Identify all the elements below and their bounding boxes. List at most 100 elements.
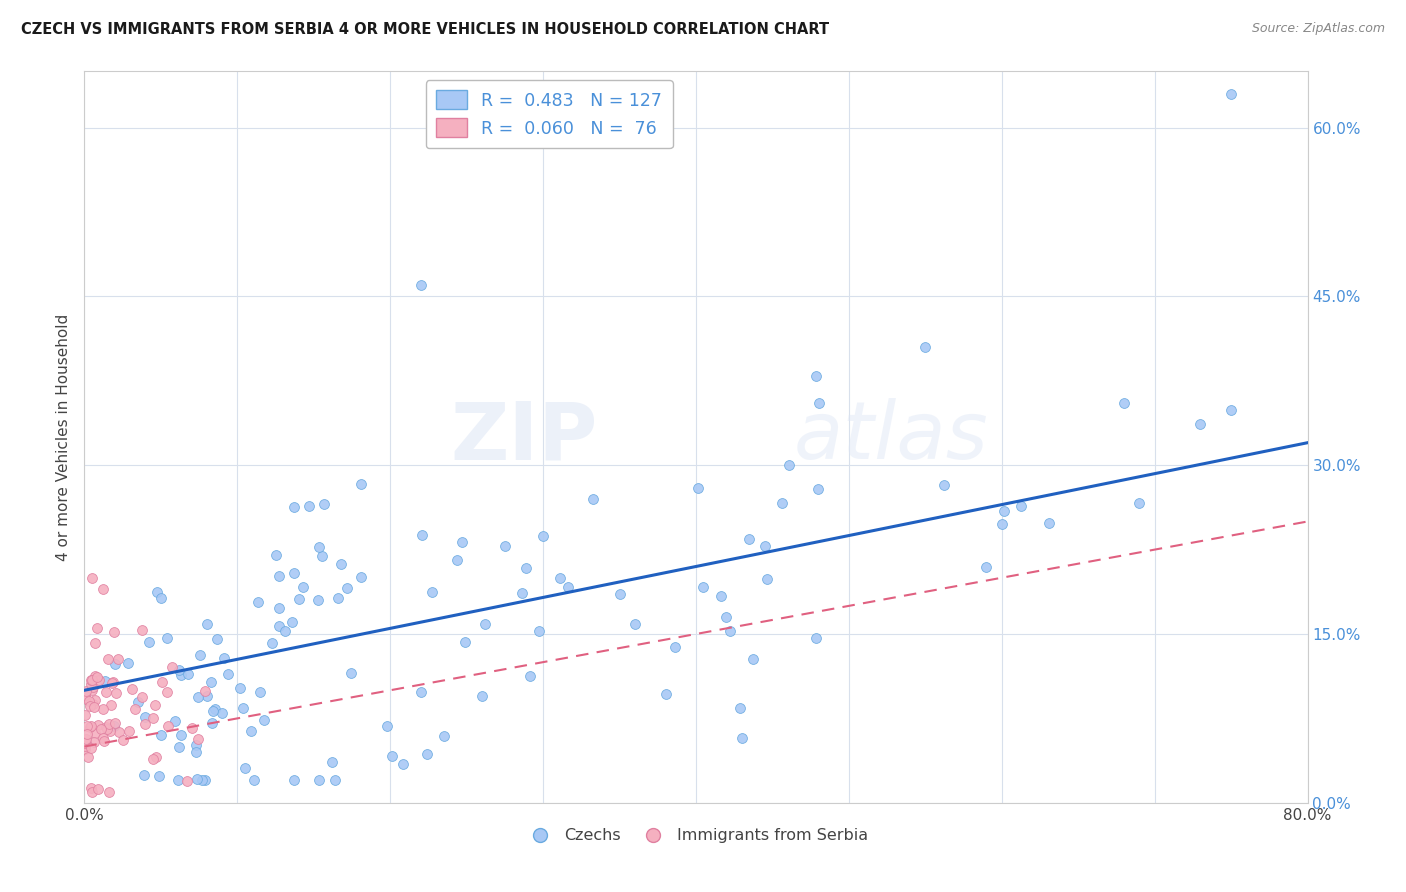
Point <box>131 623 153 637</box>
Point <box>75 731 97 746</box>
Point <box>82 698 104 712</box>
Point <box>76 719 98 733</box>
Point <box>409 684 432 698</box>
Point <box>186 738 208 752</box>
Point <box>325 773 347 788</box>
Point <box>510 585 533 599</box>
Point <box>104 657 127 672</box>
Point <box>75 708 97 723</box>
Point <box>195 689 218 703</box>
Point <box>177 667 200 681</box>
Point <box>283 566 305 580</box>
Point <box>1220 403 1243 417</box>
Point <box>433 729 456 743</box>
Point <box>90 722 112 736</box>
Point <box>150 728 173 742</box>
Point <box>80 781 103 796</box>
Point <box>312 497 335 511</box>
Point <box>806 369 828 384</box>
Point <box>267 569 290 583</box>
Point <box>548 571 571 585</box>
Point <box>91 582 114 596</box>
Point <box>100 723 122 738</box>
Point <box>754 539 776 553</box>
Point <box>132 768 155 782</box>
Point <box>142 711 165 725</box>
Point <box>75 688 97 702</box>
Point <box>82 680 104 694</box>
Point <box>728 700 751 714</box>
Point <box>307 592 329 607</box>
Point <box>86 670 108 684</box>
Point <box>932 478 955 492</box>
Point <box>755 573 778 587</box>
Point <box>131 690 153 704</box>
Point <box>134 710 156 724</box>
Point <box>83 699 105 714</box>
Point <box>1128 496 1150 510</box>
Point <box>239 724 262 739</box>
Point <box>531 529 554 543</box>
Point <box>993 504 1015 518</box>
Point <box>187 731 209 746</box>
Point <box>75 683 97 698</box>
Point <box>454 635 477 649</box>
Point <box>247 595 270 609</box>
Point <box>411 528 433 542</box>
Point <box>664 640 686 654</box>
Point <box>75 739 97 754</box>
Y-axis label: 4 or more Vehicles in Household: 4 or more Vehicles in Household <box>56 313 72 561</box>
Point <box>330 558 353 572</box>
Point <box>80 784 103 798</box>
Point <box>450 534 472 549</box>
Point <box>527 624 550 638</box>
Point <box>375 719 398 733</box>
Point <box>202 704 225 718</box>
Point <box>84 726 107 740</box>
Point <box>143 698 166 713</box>
Point <box>283 773 305 788</box>
Point <box>127 694 149 708</box>
Point <box>148 769 170 783</box>
Point <box>76 727 98 741</box>
Point <box>89 673 111 687</box>
Point <box>94 673 117 688</box>
Point <box>232 701 254 715</box>
Point <box>97 784 120 798</box>
Point <box>93 734 115 748</box>
Point <box>134 717 156 731</box>
Point <box>292 580 315 594</box>
Point <box>94 720 117 734</box>
Point <box>83 693 105 707</box>
Point <box>738 532 761 546</box>
Point <box>1038 516 1060 530</box>
Point <box>808 396 831 410</box>
Point <box>188 648 211 663</box>
Point <box>609 587 631 601</box>
Point <box>249 684 271 698</box>
Point <box>212 651 235 665</box>
Point <box>804 632 827 646</box>
Point <box>311 549 333 564</box>
Point <box>267 601 290 615</box>
Point <box>103 719 125 733</box>
Point <box>86 621 108 635</box>
Point <box>170 729 193 743</box>
Point <box>156 631 179 645</box>
Point <box>79 699 101 714</box>
Point <box>519 669 541 683</box>
Point <box>557 580 579 594</box>
Point <box>80 673 103 687</box>
Point <box>242 773 264 788</box>
Point <box>298 500 321 514</box>
Point <box>260 636 283 650</box>
Point <box>1220 87 1243 101</box>
Point <box>83 735 105 749</box>
Point <box>253 713 276 727</box>
Point <box>692 581 714 595</box>
Point <box>75 742 97 756</box>
Point <box>87 781 110 796</box>
Point <box>194 683 217 698</box>
Point <box>731 731 754 746</box>
Point <box>582 491 605 506</box>
